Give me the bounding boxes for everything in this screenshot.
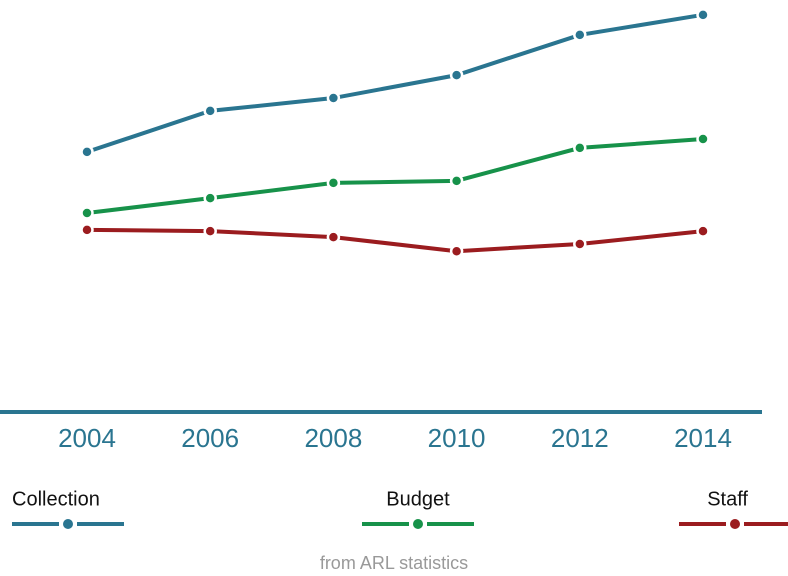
point [80,145,94,159]
point [326,91,341,105]
point [449,68,464,82]
point [326,176,341,190]
point [203,224,217,238]
legend-marker [730,519,740,529]
legend-label: Staff [707,488,748,510]
x-tick-label: 2004 [58,423,116,453]
series-line [86,227,704,254]
point [449,244,464,258]
point [573,28,587,42]
x-tick-label: 2012 [551,423,609,453]
x-tick-label: 2010 [428,423,486,453]
point [449,174,464,188]
legend-label: Budget [386,488,450,510]
point [80,223,94,237]
point [573,237,587,251]
point [203,104,217,118]
point [80,206,94,220]
x-tick-label: 2008 [304,423,362,453]
point [696,8,710,22]
x-tick-label: 2014 [674,423,732,453]
point [696,224,710,238]
point [326,230,341,244]
point [203,191,217,205]
series-line [86,12,704,154]
legend-marker [63,519,73,529]
series-line [86,137,704,215]
legend-label: Collection [12,488,100,510]
caption: from ARL statistics [320,553,468,573]
legend-marker [413,519,423,529]
x-tick-label: 2006 [181,423,239,453]
point [573,141,587,155]
point [696,132,710,146]
